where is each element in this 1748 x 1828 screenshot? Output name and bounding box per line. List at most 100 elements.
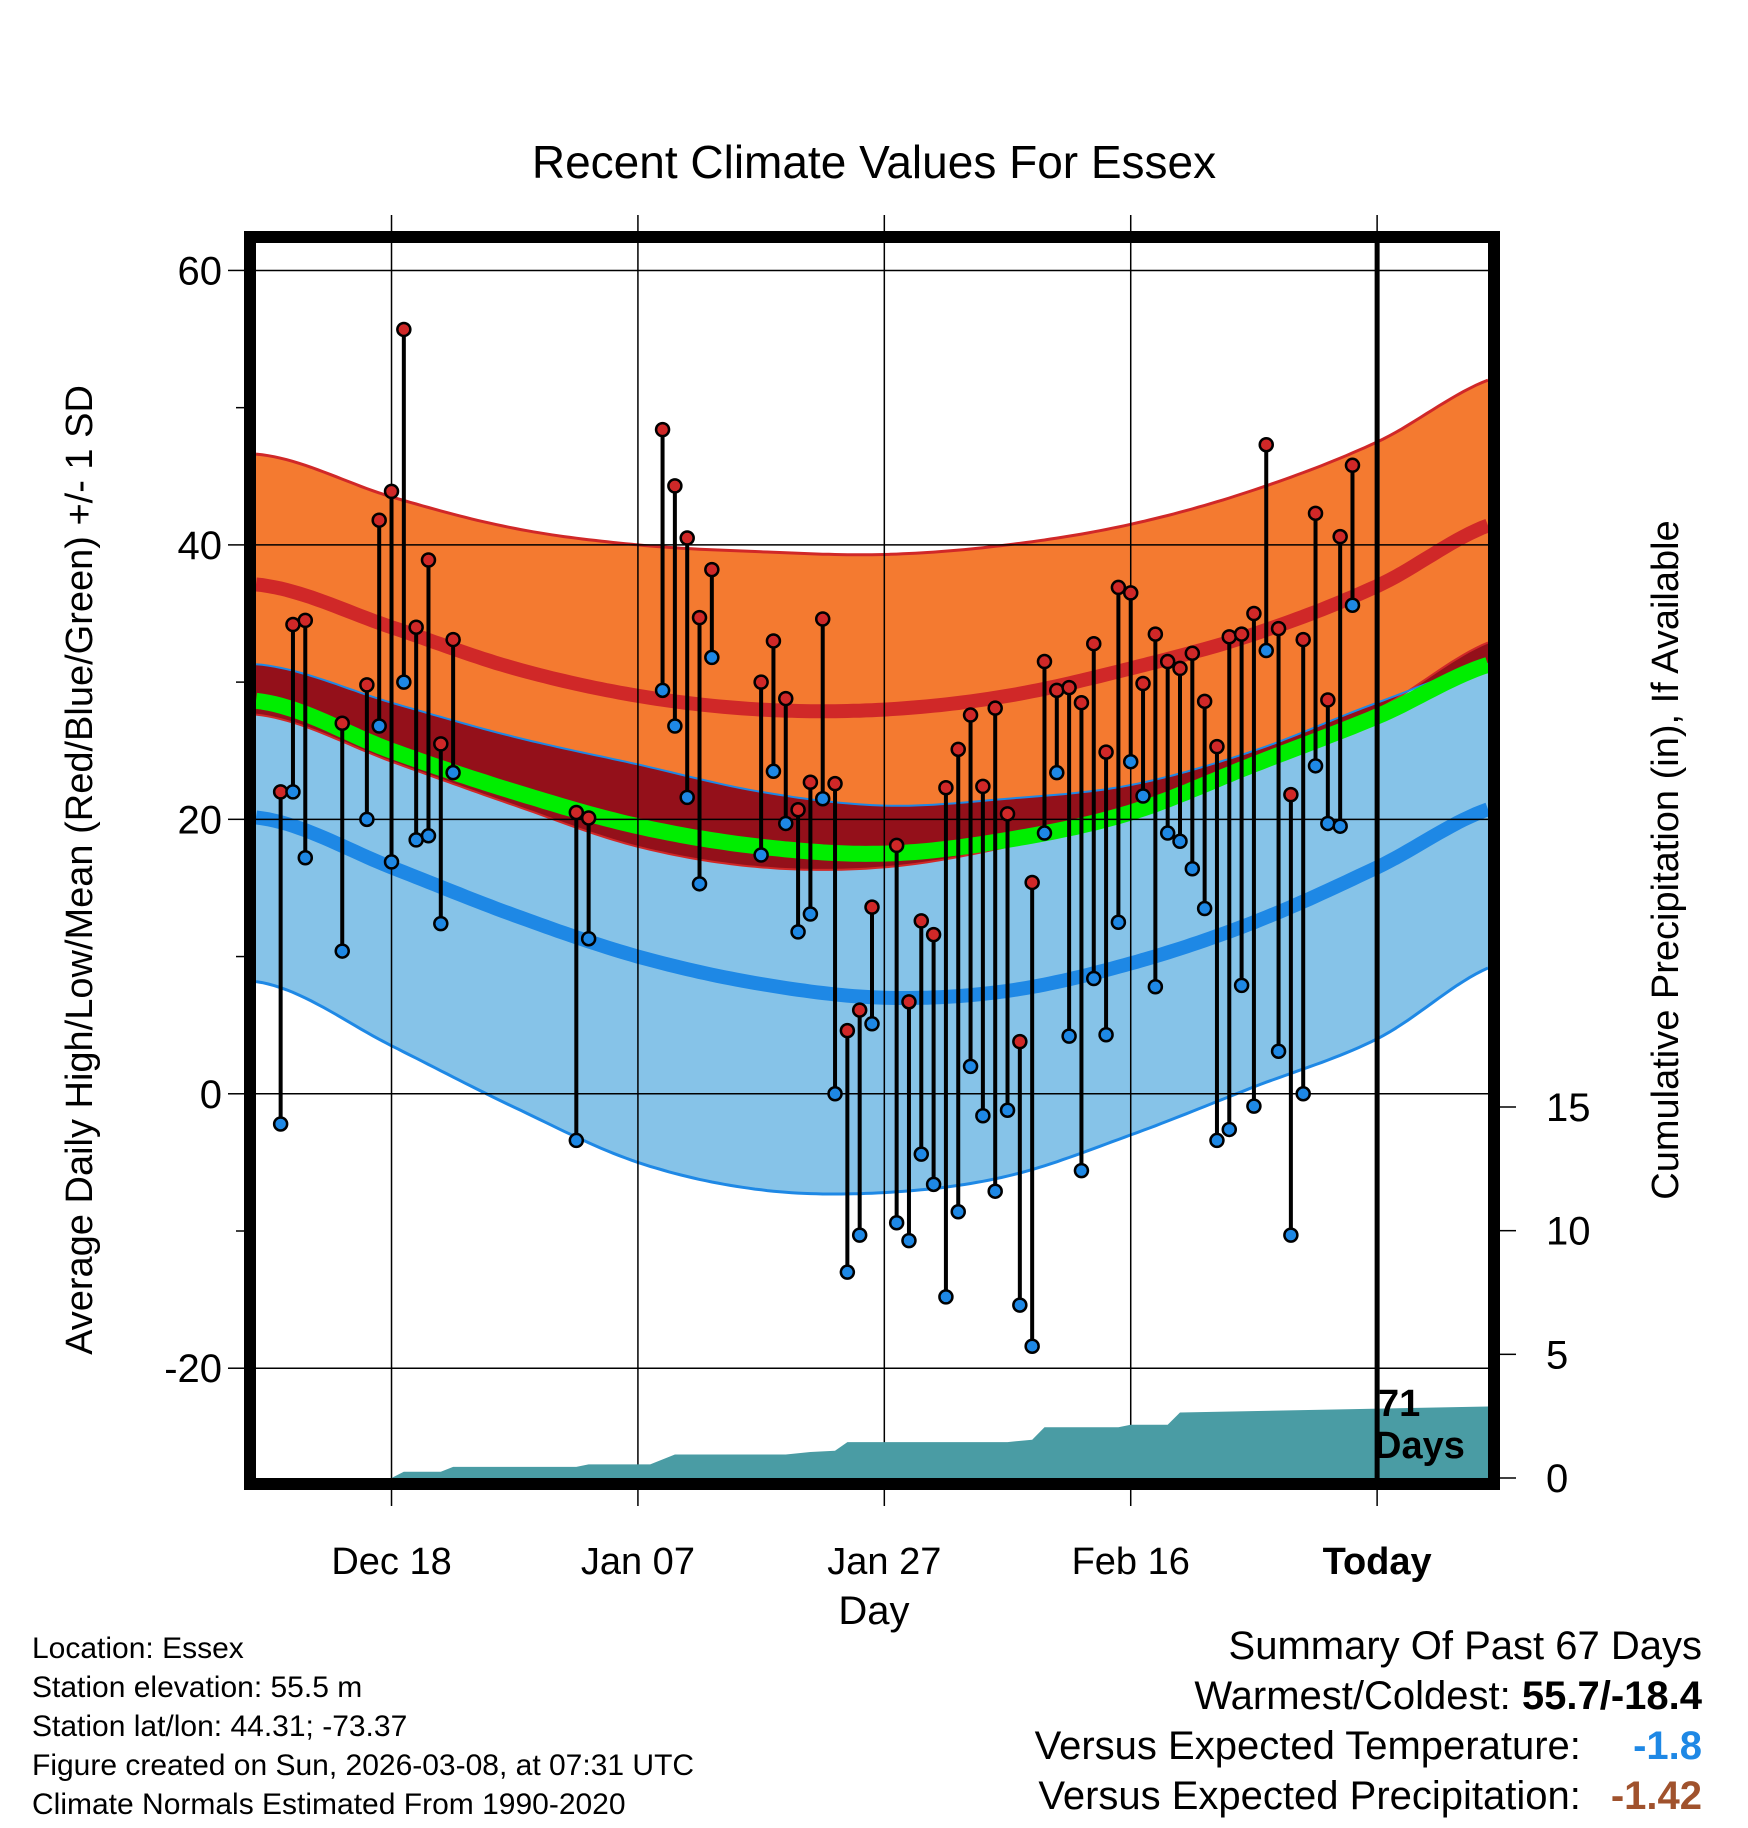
info-location: Location: Essex: [32, 1632, 244, 1665]
obs-high-point: [433, 736, 449, 752]
obs-high-point: [568, 804, 585, 821]
obs-high-point: [1036, 653, 1053, 670]
obs-high-point: [667, 478, 683, 494]
info-created: Figure created on Sun, 2026-03-08, at 07…: [32, 1749, 695, 1782]
days-count-label: 71: [1378, 1383, 1420, 1425]
summary-warm-cold: Warmest/Coldest: 55.7/-18.4: [1194, 1676, 1702, 1716]
obs-low-point: [962, 1058, 979, 1075]
obs-low-point: [285, 784, 301, 800]
obs-low-point: [975, 1107, 991, 1124]
obs-low-point: [1295, 1086, 1311, 1102]
obs-high-point: [1233, 626, 1250, 642]
obs-low-point: [1110, 914, 1127, 930]
obs-high-point: [827, 775, 843, 792]
low-plus-sd-line: [256, 662, 1488, 807]
obs-low-point: [925, 1176, 942, 1193]
obs-high-point: [851, 1002, 868, 1018]
obs-low-point: [901, 1232, 917, 1249]
obs-high-point: [778, 690, 794, 707]
obs-low-point: [1233, 977, 1250, 994]
y2-tick-label: 10: [1546, 1210, 1591, 1254]
obs-high-point: [1110, 579, 1127, 596]
obs-high-point: [1172, 660, 1188, 677]
obs-low-point: [580, 930, 597, 947]
obs-low-point: [433, 915, 449, 932]
high-plus-sd-line: [256, 378, 1488, 557]
x-tick-label: Feb 16: [1072, 1541, 1190, 1583]
obs-high-point: [1344, 457, 1361, 474]
obs-high-point: [1209, 738, 1225, 755]
obs-high-point: [1012, 1033, 1028, 1050]
y2-tick-label: 15: [1546, 1086, 1591, 1130]
obs-high-point: [371, 512, 387, 528]
info-elevation: Station elevation: 55.5 m: [32, 1671, 363, 1704]
obs-high-point: [1122, 585, 1139, 601]
y-tick-label: 60: [178, 249, 223, 293]
obs-high-point: [1332, 528, 1348, 545]
obs-low-point: [408, 832, 424, 848]
obs-low-point: [654, 682, 671, 699]
obs-low-point: [864, 1016, 880, 1032]
plot-area: [256, 243, 1488, 1478]
obs-high-point: [999, 806, 1016, 822]
temp-label: Versus Expected Temperature:: [1034, 1724, 1581, 1768]
summary-title: Summary Of Past 67 Days: [1228, 1624, 1702, 1668]
obs-high-point: [691, 609, 708, 626]
obs-low-point: [1258, 642, 1274, 659]
y-axis-label: Average Daily High/Low/Mean (Red/Blue/Gr…: [59, 385, 101, 1355]
temp-anomaly-value: -1.8: [1633, 1724, 1702, 1768]
obs-low-point: [1073, 1162, 1090, 1179]
obs-high-point: [1147, 626, 1164, 642]
obs-high-point: [396, 321, 412, 338]
obs-high-point: [802, 774, 819, 791]
obs-low-point: [1246, 1098, 1262, 1114]
obs-low-point: [396, 674, 412, 690]
obs-low-point: [1147, 978, 1164, 995]
obs-low-point: [1209, 1132, 1225, 1149]
obs-high-point: [408, 619, 424, 635]
obs-low-point: [420, 828, 437, 844]
obs-high-point: [1270, 620, 1287, 637]
obs-low-point: [1049, 764, 1065, 781]
obs-low-point: [1307, 758, 1324, 774]
obs-high-point: [1135, 675, 1151, 692]
obs-low-point: [371, 718, 387, 734]
obs-low-point: [827, 1086, 843, 1102]
obs-low-point: [790, 924, 806, 940]
summary-precip: Versus Expected Precipitation: -1.42: [1038, 1776, 1702, 1816]
obs-high-point: [765, 633, 782, 649]
x-tick-label: Jan 07: [581, 1541, 695, 1583]
obs-low-point: [297, 850, 314, 866]
obs-high-point: [1049, 682, 1065, 699]
normal-mean-line: [256, 657, 1488, 862]
x-tick-label: Dec 18: [331, 1541, 451, 1583]
obs-high-point: [383, 483, 400, 500]
obs-high-point: [704, 561, 720, 578]
obs-low-point: [1172, 833, 1188, 850]
obs-low-point: [1036, 825, 1053, 841]
obs-high-point: [1258, 436, 1274, 453]
obs-low-point: [1270, 1043, 1287, 1059]
obs-high-point: [901, 994, 917, 1010]
obs-high-point: [839, 1022, 856, 1039]
obs-low-point: [778, 815, 794, 832]
obs-low-point: [1098, 1027, 1114, 1043]
obs-high-point: [1086, 635, 1102, 652]
obs-high-point: [1024, 874, 1040, 891]
obs-low-point: [1332, 818, 1348, 834]
obs-low-point: [445, 764, 461, 781]
y-tick-label: -20: [164, 1347, 222, 1391]
obs-low-point: [851, 1227, 868, 1243]
obs-high-point: [790, 801, 806, 818]
x-tick-label: Today: [1323, 1541, 1432, 1583]
obs-high-point: [938, 780, 954, 796]
obs-high-point: [1320, 692, 1336, 708]
obs-high-point: [987, 700, 1003, 716]
y-tick-label: 20: [178, 798, 223, 842]
obs-low-point: [1184, 860, 1201, 877]
obs-high-point: [814, 611, 831, 627]
obs-high-point: [272, 784, 289, 800]
obs-low-point: [999, 1102, 1016, 1118]
obs-low-point: [383, 854, 400, 870]
